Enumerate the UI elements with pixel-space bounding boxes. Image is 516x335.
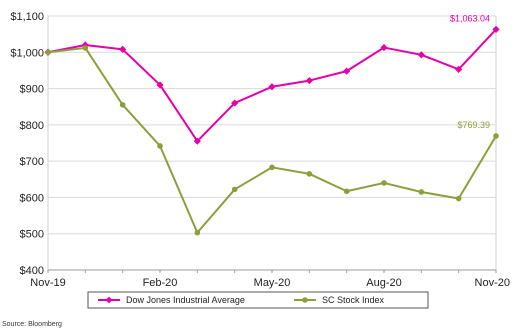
data-point — [231, 99, 239, 107]
x-tick-label: Nov-20 — [475, 277, 510, 289]
data-point — [305, 76, 313, 85]
data-point — [268, 83, 276, 91]
end-value-label: $769.39 — [457, 120, 490, 130]
grid — [47, 15, 497, 271]
source-note: Source: Bloomberg — [2, 321, 62, 328]
data-point — [381, 180, 387, 186]
x-tick-label: Feb-20 — [143, 277, 178, 289]
legend-label: SC Stock Index — [322, 295, 385, 305]
data-point — [493, 133, 499, 139]
y-tick-label: $700 — [20, 156, 44, 168]
legend-entry: SC Stock Index — [294, 295, 385, 305]
data-point — [455, 65, 463, 73]
data-point — [455, 195, 462, 202]
data-point — [343, 67, 351, 75]
data-point — [380, 43, 388, 52]
y-tick-label: $1,000 — [10, 47, 44, 59]
y-tick-label: $500 — [20, 229, 44, 241]
data-point — [417, 51, 425, 59]
data-point — [269, 164, 275, 171]
data-point — [231, 186, 238, 193]
legend: Dow Jones Industrial Average SC Stock Ind… — [87, 291, 429, 309]
data-point — [492, 25, 500, 34]
y-tick-label: $600 — [20, 192, 44, 204]
data-point — [194, 229, 201, 236]
y-tick-label: $1,100 — [10, 11, 44, 23]
data-point — [119, 102, 126, 108]
data-point — [156, 81, 164, 89]
y-tick-label: $900 — [20, 84, 44, 96]
legend-marker — [105, 296, 113, 304]
data-point — [119, 45, 127, 53]
x-tick-label: Nov-19 — [30, 277, 65, 289]
data-point — [418, 189, 425, 195]
x-tick-label: Aug-20 — [366, 277, 401, 289]
series: $1,063.04 $769.39 — [44, 13, 500, 236]
plot-area — [47, 15, 497, 271]
series-sc-stock-index: $769.39 — [45, 45, 499, 236]
data-point — [45, 49, 51, 56]
y-tick-label: $800 — [20, 120, 44, 132]
data-point — [82, 45, 89, 51]
legend-entry: Dow Jones Industrial Average — [98, 295, 245, 305]
axes: $400 $500 $600 $700 $800 $900 $1,000 $1,100 Nov-… — [10, 11, 510, 289]
legend-label: Dow Jones Industrial Average — [126, 295, 245, 305]
data-point — [306, 171, 313, 177]
legend-box — [87, 291, 429, 309]
y-tick-label: $400 — [20, 265, 44, 277]
data-point — [157, 143, 163, 149]
data-point — [343, 188, 350, 195]
end-value-label: $1,063.04 — [450, 13, 490, 23]
x-tick-label: May-20 — [254, 277, 291, 289]
data-point — [193, 137, 201, 145]
legend-marker — [302, 297, 308, 303]
